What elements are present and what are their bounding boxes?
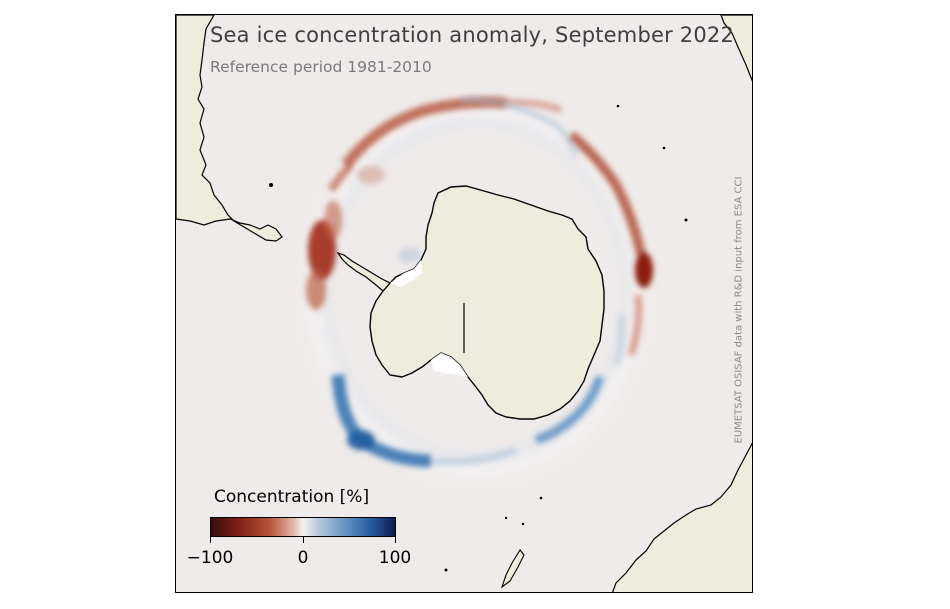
sub-antarctic-islands [269, 104, 688, 572]
colorbar-label-min: −100 [186, 548, 234, 568]
weddell-ice-shelf [390, 260, 422, 287]
ross-ice-shelf [431, 353, 468, 377]
map-panel: Sea ice concentration anomaly, September… [175, 14, 753, 593]
colorbar [210, 517, 396, 537]
map-title: Sea ice concentration anomaly, September… [210, 23, 735, 47]
map-subtitle: Reference period 1981-2010 [210, 58, 432, 76]
positive-anomaly-region [331, 97, 625, 468]
colorbar-title: Concentration [%] [214, 487, 370, 507]
colorbar-tick-zero [303, 537, 304, 543]
data-credit: EUMETSAT OSISAF data with R&D input from… [733, 176, 745, 444]
colorbar-tick-max [395, 537, 396, 543]
colorbar-label-max: 100 [378, 548, 412, 568]
australia-land [612, 442, 752, 592]
antarctica-land [369, 185, 605, 420]
colorbar-tick-min [210, 537, 211, 543]
antarctic-peninsula-land [336, 251, 391, 292]
colorbar-label-zero: 0 [297, 548, 309, 568]
south-polar-map [176, 15, 752, 592]
south-america-land [176, 15, 283, 242]
new-zealand-land [500, 549, 525, 589]
africa-land [720, 15, 752, 82]
